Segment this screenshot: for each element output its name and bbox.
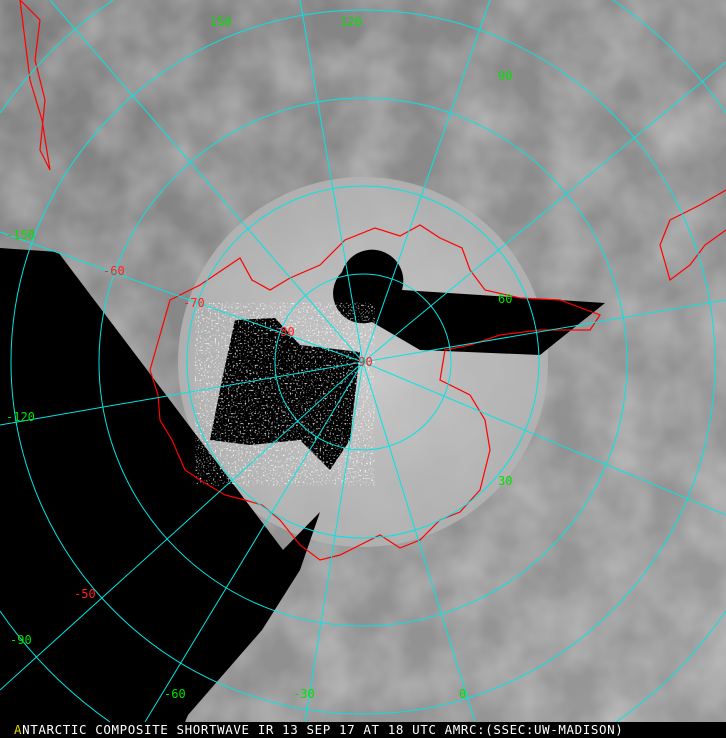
meridian-120: [362, 0, 491, 363]
meridian-minus-60: [144, 361, 364, 722]
longitude-label: 60: [498, 292, 512, 306]
image-caption: ANTARCTIC COMPOSITE SHORTWAVE IR 13 SEP …: [0, 722, 726, 738]
no-data-region-east: [333, 249, 605, 355]
missing-pixels-speckle: [210, 318, 360, 470]
latitude-circle-80: [274, 273, 452, 451]
australia-coastline: [659, 189, 726, 282]
meridian-lines: [0, 0, 726, 722]
latitude-label: -70: [183, 296, 205, 310]
meridian-minus-30: [304, 361, 364, 722]
longitude-label: 0: [459, 687, 466, 701]
latitude-label: -90: [351, 355, 373, 369]
meridian-minus-150: [0, 231, 364, 363]
latitude-label: -60: [103, 264, 125, 278]
latitude-circles: [0, 0, 726, 722]
meridian-60: [362, 299, 726, 363]
latitude-circle-70: [186, 185, 540, 539]
no-data-region-west: [0, 248, 320, 722]
latitude-circle-50: [10, 9, 716, 715]
longitude-label: -60: [164, 687, 186, 701]
longitude-label: 150: [210, 15, 232, 29]
meridian-minus-90: [0, 361, 364, 691]
longitude-label: -120: [6, 410, 35, 424]
meridian-minus-120: [0, 361, 364, 426]
latitude-label: -50: [74, 587, 96, 601]
latitude-label: -80: [273, 325, 295, 339]
antarctica-coastline: [149, 224, 601, 561]
longitude-label: 30: [498, 474, 512, 488]
caption-text: NTARCTIC COMPOSITE SHORTWAVE IR 13 SEP 1…: [22, 722, 624, 737]
longitude-label: -30: [293, 687, 315, 701]
longitude-label: -150: [6, 228, 35, 242]
longitude-label: 120: [340, 15, 362, 29]
meridian-150: [299, 0, 364, 363]
longitude-label: -90: [10, 633, 32, 647]
meridian-180: [49, 0, 364, 363]
new-zealand-coastline: [19, 0, 51, 171]
meridian-0: [362, 361, 476, 722]
caption-first-letter: A: [14, 722, 23, 737]
longitude-label: 90: [498, 69, 512, 83]
meridian-30: [362, 361, 726, 516]
latitude-circle-40: [0, 0, 726, 722]
map-canvas: 150 120 90 60 30 0 -30 -60 -90 -120 -150…: [0, 0, 726, 722]
meridian-90: [362, 61, 726, 363]
latitude-circle-60: [98, 97, 628, 627]
